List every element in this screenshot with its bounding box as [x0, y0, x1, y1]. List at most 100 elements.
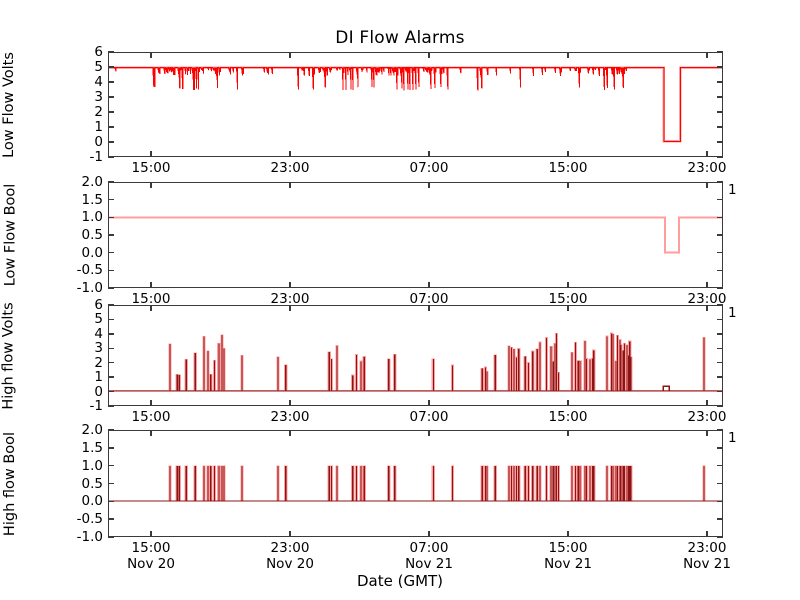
- y-tick-mark: [717, 304, 723, 306]
- y-tick-mark: [108, 141, 114, 143]
- y-tick-mark: [108, 156, 114, 158]
- y-tick-mark: [717, 216, 723, 219]
- x-tick-mark: [428, 400, 430, 406]
- y-tick-mark: [717, 376, 723, 378]
- plot-area-high-flow-volts: [109, 332, 722, 392]
- y-tick-mark: [717, 141, 723, 143]
- y-tick-mark: [108, 96, 114, 98]
- x-tick-label: 15:00: [549, 291, 588, 307]
- y-tick-label: 3: [94, 340, 103, 357]
- x-tick-time: 15:00: [548, 540, 588, 556]
- x-tick-mark: [567, 531, 569, 537]
- y-tick-mark: [108, 318, 114, 321]
- x-tick-mark: [706, 305, 708, 311]
- y-tick-mark: [717, 361, 723, 364]
- x-tick-label: 15:00: [549, 409, 588, 425]
- plot-area-high-flow-bool: [109, 465, 722, 502]
- y-tick-mark: [108, 269, 114, 272]
- y-tick-mark: [108, 234, 114, 236]
- x-tick-mark: [706, 430, 708, 436]
- right-axis-tick-label: 1: [728, 182, 737, 198]
- y-tick-mark: [108, 126, 114, 128]
- x-tick-mark: [706, 531, 708, 537]
- y-tick-label: 0.5: [81, 475, 103, 492]
- x-tick-time: 23:00: [687, 409, 727, 425]
- x-tick-mark: [706, 282, 708, 288]
- y-tick-mark: [717, 287, 723, 289]
- x-tick-mark: [289, 531, 291, 537]
- y-tick-mark: [717, 347, 723, 350]
- y-tick-mark: [108, 347, 114, 350]
- y-tick-label: 2.0: [81, 422, 103, 438]
- x-tick-label: 23:00: [271, 409, 310, 425]
- y-tick-mark: [108, 536, 114, 538]
- x-tick-mark: [567, 282, 569, 288]
- y-tick-mark: [108, 447, 114, 449]
- y-tick-label: 3: [94, 89, 103, 105]
- y-tick-label: -1.0: [76, 529, 103, 545]
- y-tick-mark: [108, 198, 114, 201]
- x-tick-mark: [289, 400, 291, 406]
- x-tick-label: 15:00: [132, 291, 171, 307]
- y-tick-mark: [717, 518, 723, 520]
- plot-area-low-flow-volts: [109, 66, 722, 143]
- x-tick-time: 15:00: [131, 540, 171, 556]
- y-tick-label: -1.0: [76, 280, 103, 296]
- x-tick-time: 07:00: [409, 291, 449, 307]
- x-tick-mark: [428, 305, 430, 311]
- y-tick-mark: [108, 181, 114, 183]
- x-tick-mark: [289, 282, 291, 288]
- y-tick-mark: [717, 333, 723, 335]
- x-tick-label: 23:00: [688, 291, 727, 307]
- x-tick-mark: [150, 400, 152, 406]
- x-tick-label: 07:00: [410, 160, 449, 176]
- y-tick-label: 1: [94, 369, 103, 386]
- x-tick-mark: [567, 52, 569, 58]
- x-tick-mark: [289, 430, 291, 436]
- y-tick-mark: [108, 111, 114, 113]
- y-tick-mark: [108, 51, 114, 53]
- x-tick-time: 23:00: [687, 540, 727, 556]
- plot-area-low-flow-bool: [109, 216, 722, 254]
- x-tick-mark: [706, 400, 708, 406]
- y-axis-label: Low Flow Volts: [1, 51, 18, 158]
- y-tick-label: 5: [94, 59, 103, 75]
- x-tick-time: 15:00: [548, 409, 588, 425]
- x-tick-mark: [706, 151, 708, 157]
- x-tick-label: 07:00: [410, 409, 449, 425]
- subplot-low-flow-volts: [108, 52, 723, 157]
- y-tick-label: -0.5: [76, 511, 103, 528]
- y-tick-mark: [717, 405, 723, 407]
- y-tick-mark: [108, 390, 114, 393]
- y-tick-label: -0.5: [76, 262, 103, 279]
- x-tick-time: 23:00: [270, 409, 310, 425]
- x-tick-time: 15:00: [548, 291, 588, 307]
- y-tick-label: 1: [94, 119, 103, 135]
- y-tick-label: 4: [94, 325, 103, 342]
- y-tick-mark: [108, 482, 114, 485]
- x-tick-mark: [706, 52, 708, 58]
- y-tick-mark: [108, 405, 114, 407]
- y-tick-mark: [717, 500, 723, 503]
- x-tick-date: Nov 21: [405, 556, 453, 572]
- y-tick-label: 0: [94, 134, 103, 150]
- right-axis-tick-label: 1: [728, 305, 737, 321]
- x-tick-mark: [706, 182, 708, 188]
- y-tick-label: 1.0: [81, 457, 103, 474]
- y-tick-mark: [717, 156, 723, 158]
- x-tick-time: 15:00: [548, 160, 588, 176]
- y-tick-mark: [717, 81, 723, 83]
- x-tick-mark: [289, 151, 291, 157]
- y-tick-label: 1.5: [81, 439, 103, 456]
- y-tick-mark: [108, 361, 114, 364]
- x-tick-time: 15:00: [131, 291, 171, 307]
- y-axis-label: Low Flow Bool: [2, 183, 19, 287]
- x-tick-label: 23:00: [271, 291, 310, 307]
- y-tick-mark: [717, 66, 723, 68]
- x-tick-mark: [150, 531, 152, 537]
- x-tick-mark: [567, 305, 569, 311]
- y-tick-mark: [108, 333, 114, 335]
- y-tick-label: 0.0: [81, 493, 103, 510]
- x-tick-label: 15:00 Nov 21: [544, 540, 592, 572]
- y-tick-label: -1: [89, 398, 103, 414]
